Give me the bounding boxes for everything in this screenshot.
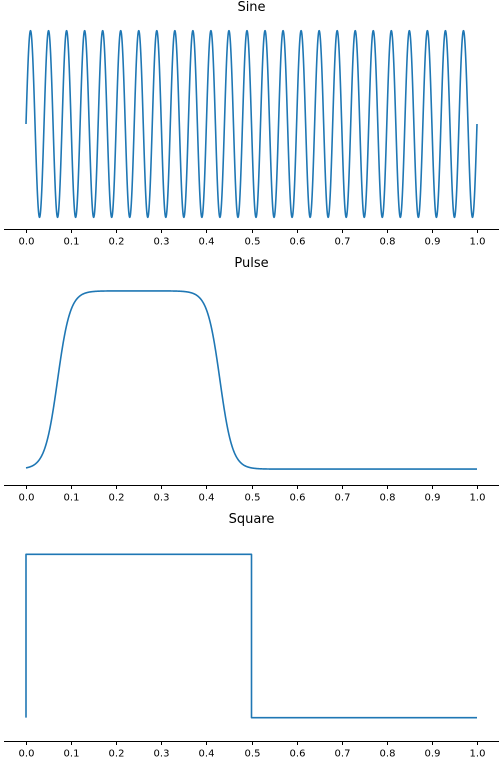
sine-series-line — [25, 29, 478, 219]
square-title: Square — [229, 512, 275, 527]
pulse-x-tick-label: 0.0 — [19, 493, 35, 504]
sine-x-tick-label: 0.0 — [19, 237, 35, 248]
square-x-tick-label: 0.9 — [425, 749, 441, 760]
square-x-tick-label: 0.7 — [335, 749, 351, 760]
pulse-x-tick-label: 1.0 — [470, 493, 486, 504]
pulse-x-tick-label: 0.5 — [245, 493, 261, 504]
pulse-x-tick-label: 0.9 — [425, 493, 441, 504]
pulse-x-ticks: 0.0 0.1 0.2 0.3 0.4 0.5 0.6 0.7 0.8 0.9 1.0 — [19, 485, 486, 504]
square-x-tick-label: 0.4 — [199, 749, 215, 760]
pulse-x-tick-label: 0.8 — [380, 493, 396, 504]
sine-x-tick-label: 0.1 — [64, 237, 80, 248]
sine-x-ticks: 0.0 0.1 0.2 0.3 0.4 0.5 0.6 0.7 0.8 0.9 1.0 — [19, 229, 486, 248]
square-x-tick-label: 0.6 — [290, 749, 306, 760]
pulse-series-line — [25, 290, 478, 470]
pulse-title: Pulse — [234, 256, 268, 271]
square-x-tick-label: 1.0 — [470, 749, 486, 760]
sine-x-tick-label: 0.4 — [199, 237, 215, 248]
square-x-tick-label: 0.0 — [19, 749, 35, 760]
sine-panel: Sine 0.0 0.1 0.2 0.3 0.4 0.5 0.6 0.7 0.8 0.9 1.0 — [4, 0, 499, 248]
pulse-x-tick-label: 0.6 — [290, 493, 306, 504]
sine-x-tick-label: 1.0 — [470, 237, 486, 248]
square-x-ticks: 0.0 0.1 0.2 0.3 0.4 0.5 0.6 0.7 0.8 0.9 1.0 — [19, 741, 486, 760]
square-x-tick-label: 0.5 — [245, 749, 261, 760]
sine-x-tick-label: 0.8 — [380, 237, 396, 248]
sine-x-tick-label: 0.7 — [335, 237, 351, 248]
square-x-tick-label: 0.8 — [380, 749, 396, 760]
pulse-panel: Pulse 0.0 0.1 0.2 0.3 0.4 0.5 0.6 0.7 0.8 0.9 1.0 — [4, 256, 499, 504]
square-panel: Square 0.0 0.1 0.2 0.3 0.4 0.5 0.6 0.7 0.8 0.9 1.0 — [4, 512, 499, 760]
square-x-tick-label: 0.2 — [109, 749, 125, 760]
pulse-x-tick-label: 0.4 — [199, 493, 215, 504]
sine-x-tick-label: 0.2 — [109, 237, 125, 248]
pulse-x-tick-label: 0.1 — [64, 493, 80, 504]
sine-x-tick-label: 0.9 — [425, 237, 441, 248]
pulse-x-tick-label: 0.3 — [154, 493, 170, 504]
square-x-tick-label: 0.3 — [154, 749, 170, 760]
sine-x-tick-label: 0.6 — [290, 237, 306, 248]
pulse-x-tick-label: 0.7 — [335, 493, 351, 504]
square-series-line — [25, 553, 477, 719]
sine-x-tick-label: 0.3 — [154, 237, 170, 248]
sine-title: Sine — [237, 0, 265, 15]
square-x-tick-label: 0.1 — [64, 749, 80, 760]
sine-x-tick-label: 0.5 — [245, 237, 261, 248]
pulse-x-tick-label: 0.2 — [109, 493, 125, 504]
